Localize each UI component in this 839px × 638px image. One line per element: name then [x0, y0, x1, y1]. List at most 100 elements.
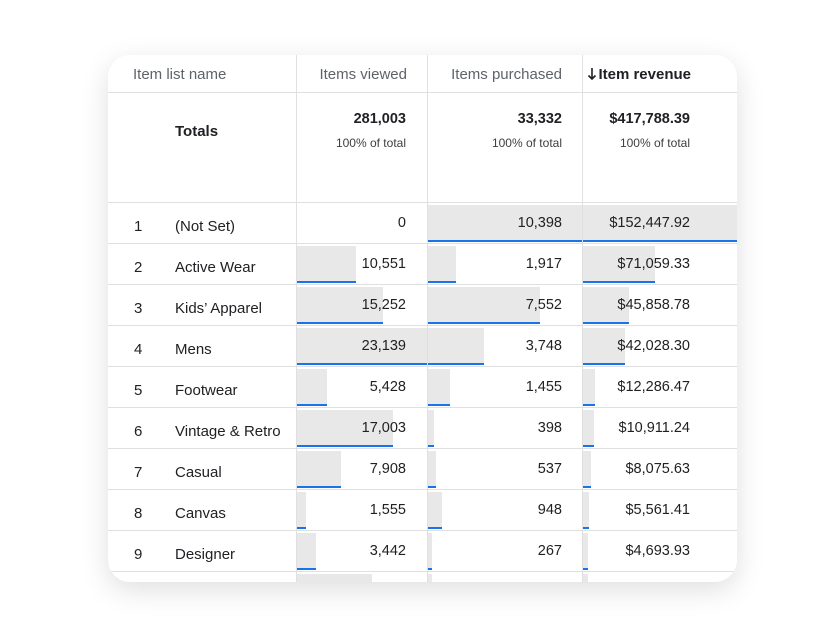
item-list-name[interactable]: (Not Set)	[175, 218, 236, 235]
cell-bar	[583, 451, 592, 488]
column-header[interactable]: Items purchased	[451, 66, 562, 83]
cell-bar	[297, 533, 317, 570]
cell-value: $5,561.41	[625, 502, 690, 518]
cell-value: 0	[397, 215, 406, 231]
cell-bar	[297, 492, 306, 529]
cell-bar-underline	[297, 281, 357, 283]
cell-value: 267	[537, 543, 562, 559]
cell-bar	[583, 328, 626, 365]
item-list-name[interactable]: Vintage & Retro	[175, 423, 281, 440]
row-index: 4	[134, 341, 143, 358]
cell-value: $42,028.30	[617, 338, 690, 354]
totals-label: Totals	[175, 123, 219, 140]
item-list-name[interactable]: Canvas	[175, 505, 226, 522]
row-divider	[108, 571, 737, 572]
column-header[interactable]: Item revenue	[598, 66, 691, 83]
total-share: 100% of total	[619, 136, 690, 150]
cell-bar-underline	[297, 404, 328, 406]
column-header[interactable]: Item list name	[133, 66, 227, 83]
cell-value: $71,059.33	[617, 256, 690, 272]
item-list-name[interactable]: Active Wear	[175, 259, 256, 276]
item-list-name[interactable]: Casual	[175, 464, 222, 481]
row-divider	[108, 448, 737, 449]
cell-value: 15,252	[361, 297, 406, 313]
cell-bar-underline	[428, 404, 450, 406]
cell-bar	[428, 574, 432, 582]
cell-bar-underline	[297, 527, 306, 529]
row-index: 6	[134, 423, 143, 440]
cell-value: $10,911.24	[618, 420, 691, 436]
cell-value: 3,442	[369, 543, 406, 559]
cell-value: 23,139	[361, 338, 406, 354]
cell-value: 5,428	[369, 379, 406, 395]
row-index: 5	[134, 382, 143, 399]
cell-bar-underline	[297, 322, 383, 324]
cell-value: 10,398	[517, 215, 562, 231]
cell-bar-underline	[297, 568, 317, 570]
row-index: 3	[134, 300, 143, 317]
cell-bar	[583, 246, 655, 283]
item-list-name[interactable]: Designer	[175, 546, 236, 563]
row-index: 7	[134, 464, 143, 481]
column-divider	[582, 55, 583, 582]
cell-bar	[297, 328, 427, 365]
row-divider	[108, 489, 737, 490]
cell-bar	[297, 287, 383, 324]
item-list-name[interactable]: Kids’ Apparel	[175, 300, 262, 317]
cell-bar	[428, 205, 582, 242]
cell-value: 10,551	[361, 256, 406, 272]
cell-value: 17,003	[361, 420, 406, 436]
row-index: 9	[134, 546, 143, 563]
cell-bar-underline	[428, 240, 582, 242]
cell-bar-underline	[583, 486, 592, 488]
cell-value: 398	[537, 420, 562, 436]
total-value: 33,332	[517, 111, 562, 127]
cell-bar	[428, 533, 432, 570]
cell-value: 7,552	[525, 297, 562, 313]
sort-arrow-icon[interactable]	[587, 67, 597, 81]
cell-bar-underline	[583, 240, 737, 242]
cell-bar	[583, 492, 589, 529]
cell-bar-underline	[428, 363, 484, 365]
column-divider	[296, 55, 297, 582]
cell-bar-underline	[583, 363, 626, 365]
cell-bar	[428, 492, 443, 529]
row-divider	[108, 284, 737, 285]
row-divider	[108, 325, 737, 326]
cell-value: 1,917	[525, 256, 562, 272]
cell-bar-underline	[583, 445, 595, 447]
row-divider	[108, 530, 737, 531]
cell-value: $152,447.92	[609, 215, 690, 231]
cell-bar-underline	[428, 527, 443, 529]
cell-bar-underline	[428, 568, 432, 570]
cell-bar-underline	[428, 281, 457, 283]
cell-bar	[297, 410, 393, 447]
row-divider	[108, 92, 737, 93]
row-index: 1	[134, 218, 143, 235]
total-value: $417,788.39	[609, 111, 690, 127]
total-value: 281,003	[353, 111, 406, 127]
total-share: 100% of total	[335, 136, 406, 150]
item-list-name[interactable]: Mens	[175, 341, 212, 358]
cell-bar-underline	[583, 322, 630, 324]
cell-value: 3,748	[525, 338, 562, 354]
cell-value: $8,075.63	[625, 461, 690, 477]
row-divider	[108, 407, 737, 408]
cell-bar	[583, 287, 630, 324]
cell-bar	[297, 451, 342, 488]
row-index: 8	[134, 505, 143, 522]
cell-bar-underline	[297, 363, 427, 365]
total-share: 100% of total	[491, 136, 562, 150]
table-card: Item list name Items viewed Items purchase…	[108, 55, 737, 582]
row-divider	[108, 366, 737, 367]
item-list-name[interactable]: Footwear	[175, 382, 238, 399]
cell-value: 537	[537, 461, 562, 477]
cell-value: $4,693.93	[625, 543, 690, 559]
cell-bar	[297, 246, 357, 283]
cell-bar	[297, 574, 373, 582]
cell-bar	[428, 410, 434, 447]
column-header[interactable]: Items viewed	[319, 66, 407, 83]
cell-value: 948	[537, 502, 562, 518]
cell-value: $45,858.78	[617, 297, 690, 313]
